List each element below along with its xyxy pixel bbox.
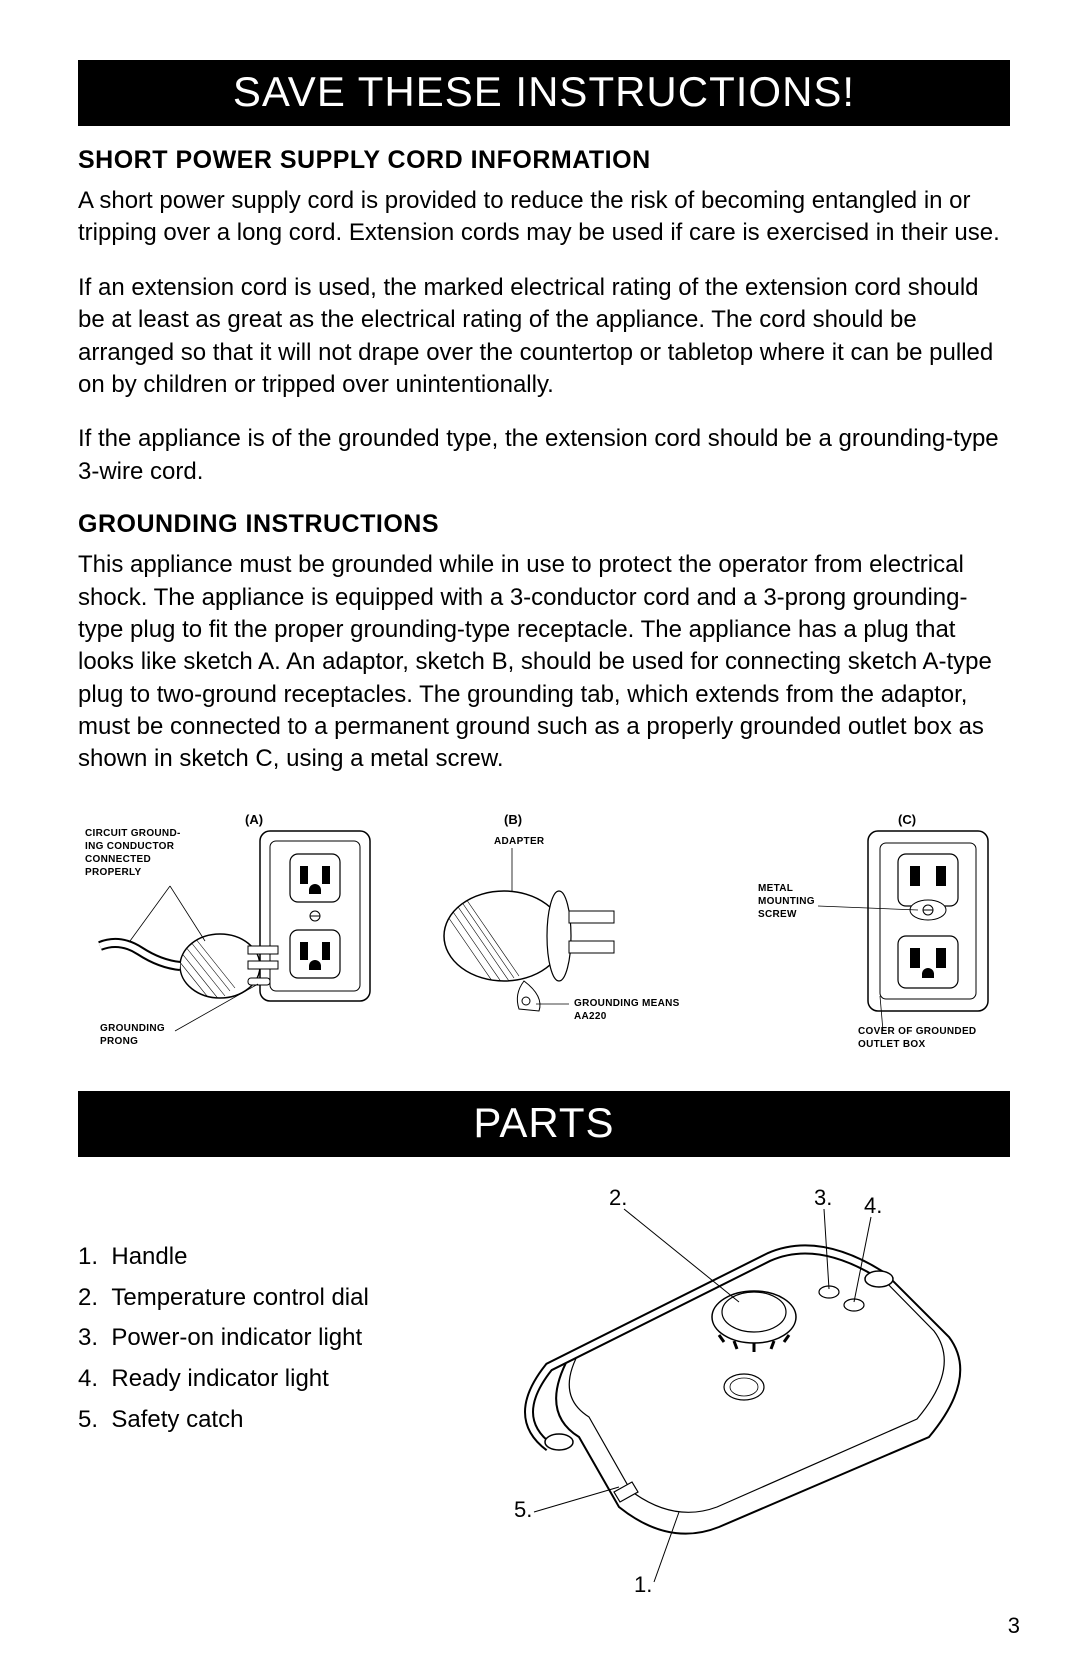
- diagram-c-label2b: OUTLET BOX: [858, 1039, 925, 1050]
- heading-cord-info: SHORT POWER SUPPLY CORD INFORMATION: [78, 146, 1010, 175]
- diagram-a-label2b: PRONG: [100, 1036, 138, 1047]
- diagram-b: (B) ADAPTER GROUNDING MEANS AA220: [392, 806, 696, 1061]
- callout-5: 5.: [514, 1497, 532, 1522]
- parts-item-2: 2. Temperature control dial: [78, 1278, 418, 1319]
- heading-grounding: GROUNDING INSTRUCTIONS: [78, 510, 1010, 539]
- diagram-c-label1b: MOUNTING: [758, 896, 815, 907]
- parts-item-5: 5. Safety catch: [78, 1400, 418, 1441]
- para-grounding-1: This appliance must be grounded while in…: [78, 549, 1010, 776]
- page-number: 3: [1008, 1613, 1020, 1639]
- callout-4: 4.: [864, 1193, 882, 1218]
- diagram-a-label1d: PROPERLY: [85, 867, 142, 878]
- diagram-a-label1c: CONNECTED: [85, 854, 151, 865]
- parts-item-1: 1. Handle: [78, 1237, 418, 1278]
- callout-3: 3.: [814, 1185, 832, 1210]
- parts-section: 1. Handle 2. Temperature control dial 3.…: [78, 1177, 1010, 1602]
- diagram-b-label2a: GROUNDING MEANS: [574, 998, 680, 1009]
- diagram-c-letter: (C): [898, 812, 916, 827]
- diagram-b-label1: ADAPTER: [494, 836, 545, 847]
- para-cord-3: If the appliance is of the grounded type…: [78, 423, 1010, 488]
- parts-item-4: 4. Ready indicator light: [78, 1359, 418, 1400]
- callout-2: 2.: [609, 1185, 627, 1210]
- banner-parts: PARTS: [78, 1091, 1010, 1157]
- parts-item-3: 3. Power-on indicator light: [78, 1318, 418, 1359]
- diagram-c-label1a: METAL: [758, 883, 793, 894]
- diagram-c-label2a: COVER OF GROUNDED: [858, 1026, 976, 1037]
- banner-save-instructions: SAVE THESE INSTRUCTIONS!: [78, 60, 1010, 126]
- diagram-a-label1a: CIRCUIT GROUND-: [85, 828, 181, 839]
- diagram-b-label2b: AA220: [574, 1011, 607, 1022]
- diagram-b-letter: (B): [504, 812, 522, 827]
- diagram-a-label1b: ING CONDUCTOR: [85, 841, 175, 852]
- diagram-c-label1c: SCREW: [758, 909, 797, 920]
- parts-diagram: 2. 3. 4. 5. 1.: [448, 1177, 1010, 1602]
- diagram-row: (A): [78, 806, 1010, 1061]
- para-cord-1: A short power supply cord is provided to…: [78, 185, 1010, 250]
- callout-1: 1.: [634, 1572, 652, 1597]
- diagram-a-label2a: GROUNDING: [100, 1023, 165, 1034]
- diagram-a-letter: (A): [245, 812, 263, 827]
- diagram-a: (A): [78, 806, 382, 1061]
- diagram-c: (C) METAL MOUNTING SCREW COVER OF GROUND…: [706, 806, 1010, 1061]
- para-cord-2: If an extension cord is used, the marked…: [78, 272, 1010, 402]
- parts-list: 1. Handle 2. Temperature control dial 3.…: [78, 1237, 418, 1441]
